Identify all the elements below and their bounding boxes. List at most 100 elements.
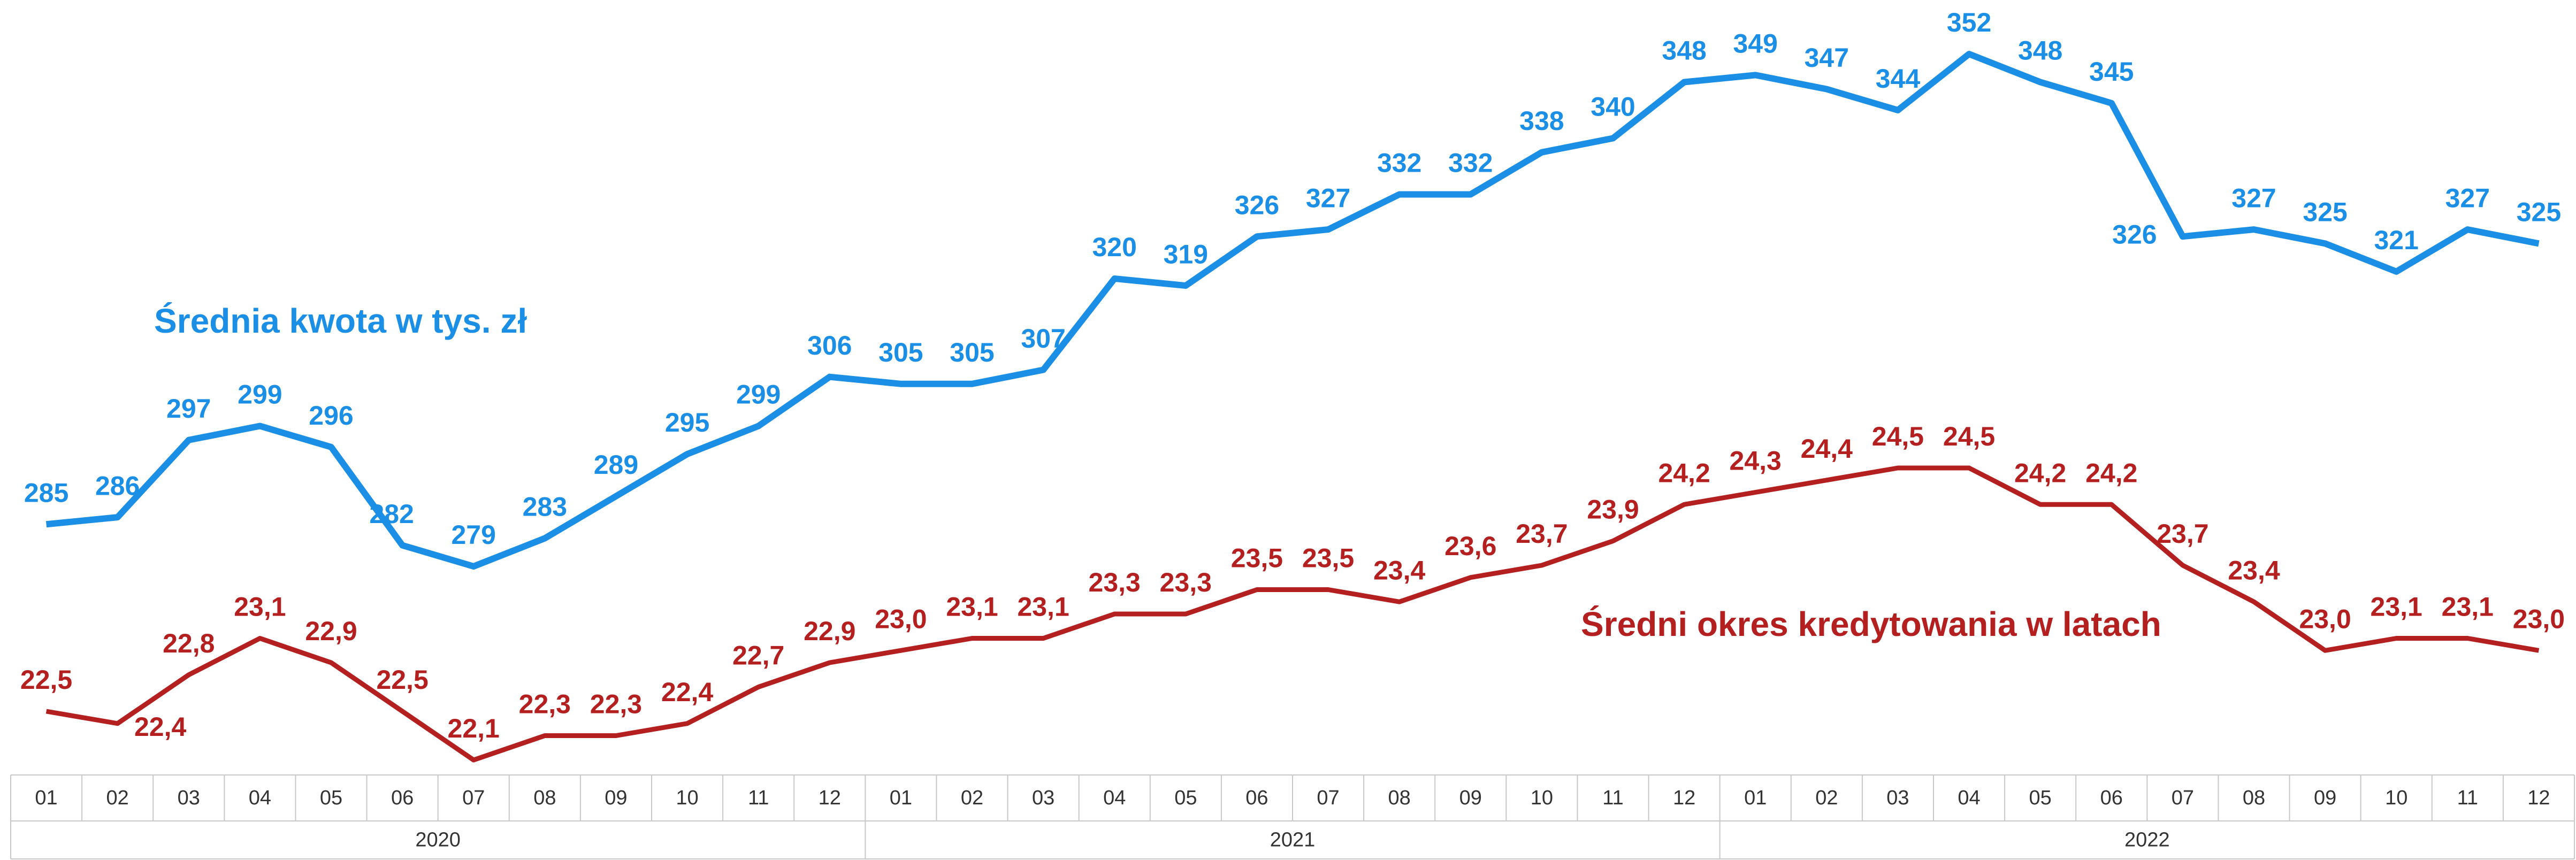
data-label: 347 xyxy=(1805,43,1849,73)
data-label: 23,1 xyxy=(2371,592,2422,622)
x-tick-label: 05 xyxy=(2029,787,2052,809)
x-tick-label: 05 xyxy=(1174,787,1197,809)
x-tick-label: 06 xyxy=(2100,787,2123,809)
data-label: 23,1 xyxy=(946,592,998,622)
x-tick-label: 03 xyxy=(1032,787,1054,809)
data-label: 23,0 xyxy=(2299,604,2351,634)
x-tick-label: 12 xyxy=(819,787,841,809)
data-label: 22,8 xyxy=(163,628,215,658)
data-label: 24,2 xyxy=(1658,458,1710,488)
data-label: 285 xyxy=(24,478,68,508)
data-label: 23,5 xyxy=(1231,543,1283,573)
data-label: 23,4 xyxy=(1373,555,1426,585)
data-label: 344 xyxy=(1876,64,1921,94)
x-tick-label: 07 xyxy=(2172,787,2194,809)
x-tick-label: 08 xyxy=(2243,787,2265,809)
data-label: 295 xyxy=(665,408,709,437)
data-label: 22,9 xyxy=(305,616,357,646)
x-tick-label: 03 xyxy=(178,787,200,809)
data-label: 349 xyxy=(1733,29,1778,59)
x-tick-label: 11 xyxy=(2457,787,2478,809)
data-label: 286 xyxy=(95,471,140,501)
data-label: 332 xyxy=(1448,148,1493,178)
x-tick-label: 02 xyxy=(106,787,129,809)
data-label: 22,7 xyxy=(732,641,784,671)
x-tick-label: 11 xyxy=(748,787,769,809)
data-label: 327 xyxy=(1306,183,1350,213)
data-label: 22,9 xyxy=(804,616,855,646)
data-label: 306 xyxy=(807,331,852,360)
data-label: 23,5 xyxy=(1302,543,1354,573)
x-tick-label: 09 xyxy=(605,787,627,809)
data-label: 23,0 xyxy=(875,604,927,634)
data-label: 24,5 xyxy=(1943,421,1995,451)
x-tick-label: 11 xyxy=(1602,787,1623,809)
data-label: 22,1 xyxy=(448,713,500,743)
data-label: 22,4 xyxy=(134,712,187,742)
data-label: 23,0 xyxy=(2513,604,2565,634)
x-tick-label: 05 xyxy=(320,787,342,809)
data-label: 23,6 xyxy=(1444,531,1496,561)
x-tick-label: 01 xyxy=(890,787,912,809)
series-label: Średnia kwota w tys. zł xyxy=(154,302,527,340)
data-label: 319 xyxy=(1164,239,1208,269)
x-tick-label: 04 xyxy=(249,787,271,809)
x-tick-label: 12 xyxy=(1673,787,1695,809)
data-label: 22,4 xyxy=(661,677,714,707)
data-label: 23,1 xyxy=(2442,592,2494,622)
x-tick-label: 02 xyxy=(961,787,983,809)
data-label: 24,5 xyxy=(1872,421,1924,451)
data-label: 348 xyxy=(2018,36,2062,66)
data-label: 326 xyxy=(2112,219,2157,249)
data-label: 325 xyxy=(2303,197,2347,227)
x-tick-label: 07 xyxy=(462,787,485,809)
data-label: 283 xyxy=(523,492,567,522)
data-label: 24,2 xyxy=(2014,458,2066,488)
x-tick-label: 08 xyxy=(1388,787,1411,809)
year-label: 2021 xyxy=(1270,829,1316,851)
data-label: 23,3 xyxy=(1089,567,1141,597)
data-label: 305 xyxy=(950,337,994,367)
year-label: 2020 xyxy=(415,829,461,851)
data-label: 326 xyxy=(1235,190,1279,220)
x-tick-label: 01 xyxy=(1744,787,1767,809)
data-label: 327 xyxy=(2445,183,2490,213)
x-tick-label: 09 xyxy=(2314,787,2336,809)
x-tick-label: 12 xyxy=(2527,787,2550,809)
data-label: 321 xyxy=(2374,225,2419,255)
data-label: 352 xyxy=(1947,7,1991,37)
x-tick-label: 10 xyxy=(1531,787,1553,809)
data-label: 348 xyxy=(1662,36,1706,66)
x-tick-label: 10 xyxy=(676,787,698,809)
year-label: 2022 xyxy=(2124,829,2170,851)
data-label: 325 xyxy=(2517,197,2561,227)
data-label: 23,1 xyxy=(1017,592,1069,622)
data-label: 23,9 xyxy=(1587,495,1639,525)
x-tick-label: 07 xyxy=(1317,787,1339,809)
data-label: 22,3 xyxy=(590,689,642,719)
series-label: Średni okres kredytowania w latach xyxy=(1581,605,2161,643)
x-tick-label: 06 xyxy=(1245,787,1268,809)
data-label: 24,3 xyxy=(1730,446,1782,476)
data-label: 297 xyxy=(166,394,211,424)
data-label: 299 xyxy=(736,380,781,410)
data-label: 23,7 xyxy=(2157,519,2208,549)
x-tick-label: 01 xyxy=(35,787,57,809)
data-label: 320 xyxy=(1092,232,1137,262)
data-label: 296 xyxy=(309,401,353,431)
line xyxy=(45,51,2540,570)
data-label: 305 xyxy=(878,337,923,367)
data-label: 282 xyxy=(369,499,414,529)
data-label: 23,7 xyxy=(1516,519,1568,549)
data-label: 338 xyxy=(1519,106,1564,136)
x-tick-label: 09 xyxy=(1459,787,1482,809)
data-label: 345 xyxy=(2089,57,2134,87)
x-tick-label: 04 xyxy=(1103,787,1126,809)
x-tick-label: 02 xyxy=(1815,787,1838,809)
data-label: 307 xyxy=(1021,324,1065,354)
x-tick-label: 04 xyxy=(1958,787,1980,809)
data-label: 332 xyxy=(1377,148,1421,178)
data-label: 279 xyxy=(452,520,496,550)
data-label: 340 xyxy=(1591,92,1635,122)
